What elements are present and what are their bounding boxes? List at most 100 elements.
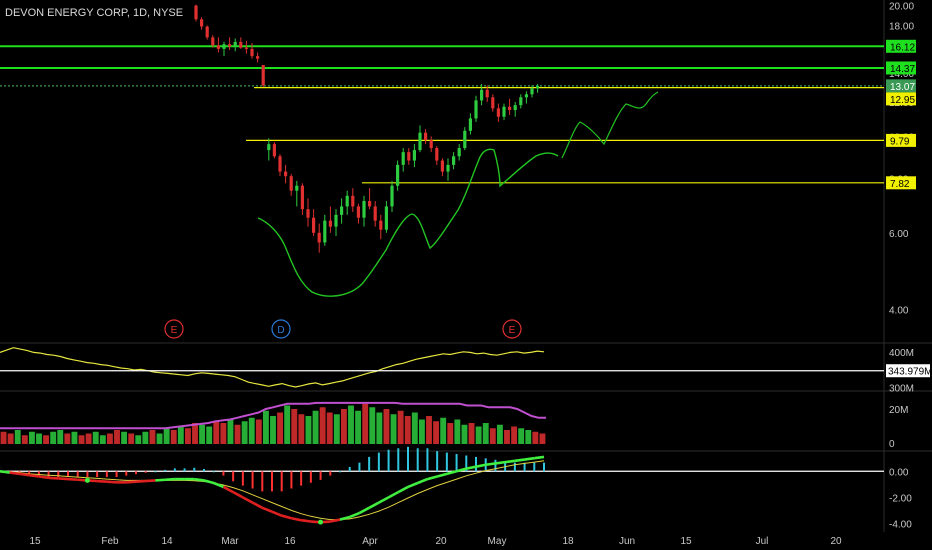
volume-bar[interactable] xyxy=(468,423,475,444)
volume-bar[interactable] xyxy=(433,421,440,444)
volume-bar[interactable] xyxy=(121,431,128,444)
candle[interactable] xyxy=(424,128,428,145)
volume-bar[interactable] xyxy=(43,435,50,444)
candle[interactable] xyxy=(530,85,534,98)
candle[interactable] xyxy=(267,138,271,161)
volume-bar[interactable] xyxy=(163,428,170,444)
volume-bar[interactable] xyxy=(255,419,262,445)
candle[interactable] xyxy=(519,94,523,109)
volume-bar[interactable] xyxy=(418,419,425,445)
dividend-marker[interactable]: D xyxy=(271,319,291,339)
volume-bar[interactable] xyxy=(482,423,489,444)
volume-bar[interactable] xyxy=(135,435,142,444)
volume-bar[interactable] xyxy=(426,416,432,444)
candle[interactable] xyxy=(362,195,366,227)
macd-panel[interactable] xyxy=(0,446,884,525)
candle[interactable] xyxy=(317,223,321,253)
volume-bar[interactable] xyxy=(28,431,35,444)
candle[interactable] xyxy=(446,158,450,181)
volume-bar[interactable] xyxy=(411,412,418,445)
volume-bar[interactable] xyxy=(369,407,376,444)
candle[interactable] xyxy=(474,95,478,122)
candle[interactable] xyxy=(440,158,444,177)
volume-bar[interactable] xyxy=(227,419,234,445)
volume-bar[interactable] xyxy=(390,414,397,444)
volume-bar[interactable] xyxy=(21,435,28,444)
volume-bar[interactable] xyxy=(298,414,305,444)
candle[interactable] xyxy=(300,183,304,215)
candle[interactable] xyxy=(491,94,495,112)
candle[interactable] xyxy=(513,101,517,117)
volume-bar[interactable] xyxy=(525,430,532,444)
volume-bar[interactable] xyxy=(511,426,518,445)
volume-bar[interactable] xyxy=(270,416,276,444)
volume-bar[interactable] xyxy=(376,412,383,445)
volume-bar[interactable] xyxy=(319,407,326,444)
candle[interactable] xyxy=(328,206,332,233)
earnings-marker[interactable]: E xyxy=(502,319,522,339)
candle[interactable] xyxy=(284,164,288,184)
obv-line[interactable] xyxy=(0,347,545,388)
candle[interactable] xyxy=(261,64,265,87)
volume-bar[interactable] xyxy=(333,414,340,444)
volume-bar[interactable] xyxy=(518,428,525,444)
volume-bar[interactable] xyxy=(213,421,220,444)
volume-bar[interactable] xyxy=(291,409,298,444)
candle[interactable] xyxy=(502,103,506,121)
candle[interactable] xyxy=(407,148,411,165)
candle[interactable] xyxy=(239,37,243,49)
volume-bar[interactable] xyxy=(0,431,7,444)
price-tag-14.37[interactable]: 14.37 xyxy=(886,61,916,75)
candle[interactable] xyxy=(356,203,360,224)
volume-bar[interactable] xyxy=(192,423,198,444)
volume-bar[interactable] xyxy=(383,409,390,444)
price-tag-7.82[interactable]: 7.82 xyxy=(886,176,916,190)
candle[interactable] xyxy=(272,142,276,159)
macd-signal-line[interactable] xyxy=(0,460,545,521)
candle[interactable] xyxy=(340,198,344,224)
volume-bar[interactable] xyxy=(85,433,92,445)
candle[interactable] xyxy=(412,144,416,168)
volume-bar[interactable] xyxy=(57,430,64,444)
candle[interactable] xyxy=(351,188,355,212)
volume-bar[interactable] xyxy=(262,410,269,444)
volume-bar[interactable] xyxy=(199,424,206,444)
volume-bar[interactable] xyxy=(248,417,255,444)
price-tag-13.07[interactable]: 13.07 xyxy=(886,79,916,93)
candle[interactable] xyxy=(200,17,204,30)
volume-bar[interactable] xyxy=(532,431,539,444)
volume-bar[interactable] xyxy=(241,421,248,444)
volume-bar[interactable] xyxy=(177,426,184,445)
candle[interactable] xyxy=(205,25,209,40)
candle[interactable] xyxy=(384,201,388,233)
candle[interactable] xyxy=(536,83,540,93)
volume-bar[interactable] xyxy=(312,410,319,444)
volume-bar[interactable] xyxy=(184,428,191,444)
candle[interactable] xyxy=(401,148,405,172)
candle[interactable] xyxy=(429,136,433,153)
candle[interactable] xyxy=(228,37,232,51)
candle[interactable] xyxy=(485,85,489,102)
candle[interactable] xyxy=(334,209,338,236)
candle[interactable] xyxy=(524,91,528,104)
candle[interactable] xyxy=(216,37,220,53)
candle[interactable] xyxy=(345,190,349,215)
candle[interactable] xyxy=(373,201,377,227)
candle[interactable] xyxy=(468,113,472,135)
candle[interactable] xyxy=(278,154,282,177)
volume-bar[interactable] xyxy=(340,409,347,444)
volume-bar[interactable] xyxy=(234,424,241,444)
volume-bar[interactable] xyxy=(355,410,362,444)
candle[interactable] xyxy=(250,43,254,59)
candle[interactable] xyxy=(480,83,484,106)
volume-bar[interactable] xyxy=(284,405,291,445)
candle[interactable] xyxy=(323,214,327,246)
volume-bar[interactable] xyxy=(397,410,404,444)
volume-bar[interactable] xyxy=(36,433,42,445)
volume-bar[interactable] xyxy=(128,433,135,445)
volume-bar[interactable] xyxy=(496,424,503,444)
volume-bar[interactable] xyxy=(206,426,213,445)
volume-bar[interactable] xyxy=(50,431,57,444)
candle[interactable] xyxy=(233,38,237,52)
